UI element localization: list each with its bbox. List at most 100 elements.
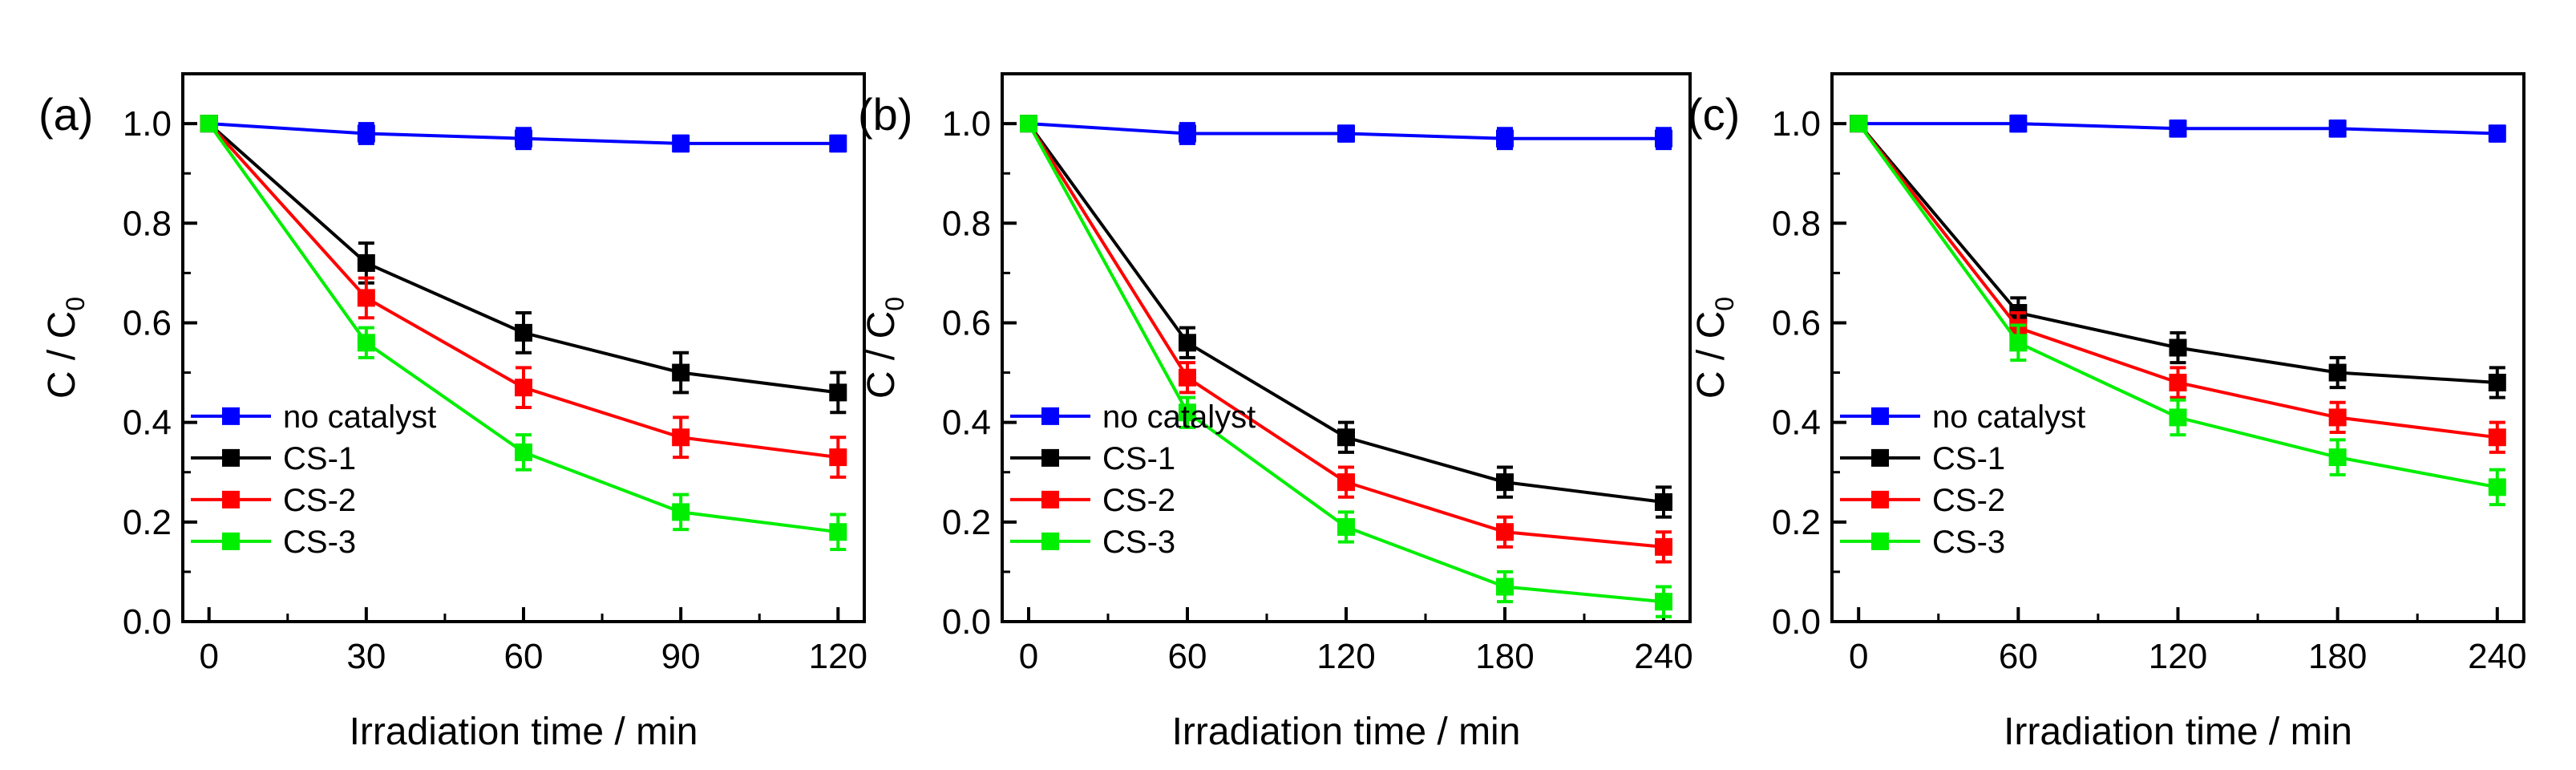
legend-entry: CS-1	[191, 441, 356, 476]
y-tick-label: 0.0	[1772, 602, 1821, 642]
legend-marker	[222, 490, 240, 509]
legend-entry: no catalyst	[1840, 399, 2085, 435]
x-tick-label: 0	[1019, 637, 1038, 676]
y-tick-label: 0.4	[942, 403, 991, 443]
legend-entry: CS-3	[1840, 525, 2005, 560]
series-cs-3	[1850, 115, 2506, 507]
x-axis-label: Irradiation time / min	[1172, 711, 1521, 753]
x-tick-label: 60	[1168, 637, 1207, 676]
legend-label: CS-3	[283, 525, 356, 560]
y-tick-label: 0.8	[942, 204, 991, 243]
x-axis-label: Irradiation time / min	[2004, 711, 2352, 753]
data-point	[1020, 115, 1037, 133]
legend-marker	[1041, 448, 1059, 467]
data-point	[672, 503, 690, 521]
data-point	[829, 383, 847, 402]
legend-marker	[222, 532, 240, 550]
x-tick-label: 0	[199, 637, 218, 676]
y-axis-label: C / C0	[41, 297, 90, 399]
y-tick-label: 1.0	[1772, 104, 1821, 144]
y-axis-label: C / C0	[1690, 297, 1739, 399]
legend-entry: CS-3	[191, 525, 356, 560]
legend-label: CS-1	[1102, 441, 1175, 476]
y-tick-label: 0.2	[1772, 503, 1821, 542]
data-point	[1179, 368, 1196, 387]
data-point	[357, 334, 375, 352]
y-axis-label-main: C / C	[1690, 311, 1733, 399]
data-point	[2169, 373, 2187, 391]
y-tick-label: 0.0	[123, 602, 172, 642]
legend-entry: no catalyst	[1010, 399, 1256, 435]
legend-marker	[1871, 448, 1889, 467]
data-point	[2328, 363, 2347, 382]
data-point	[2328, 448, 2347, 467]
data-point	[1655, 129, 1672, 148]
legend-label: no catalyst	[1932, 399, 2085, 435]
data-point	[1655, 492, 1672, 511]
legend-label: CS-3	[1932, 525, 2005, 560]
y-axis-label-subscript: 0	[61, 297, 90, 311]
data-point	[515, 443, 532, 461]
chart-panel-3: 0 60 120 180 240 0.0 0.2 0.4 0.6 0.8 1.0 Irradiatio…	[1688, 72, 2527, 753]
y-tick-label: 1.0	[942, 104, 991, 144]
chart-panel-1: 0 30 60 90 120 0.0 0.2 0.4 0.6 0.8 1.0 Irradiation …	[38, 72, 867, 753]
panel-label: (b)	[858, 89, 912, 140]
data-point	[672, 363, 690, 382]
x-tick-label: 240	[1634, 637, 1692, 676]
data-point	[2488, 428, 2506, 447]
legend-marker	[1871, 532, 1889, 550]
x-tick-label: 120	[809, 637, 867, 676]
x-tick-label: 60	[504, 637, 544, 676]
legend-entry: CS-2	[1010, 483, 1175, 518]
legend-label: CS-3	[1102, 525, 1175, 560]
x-tick-label: 240	[2468, 637, 2526, 676]
data-point	[357, 289, 375, 307]
data-point	[1655, 593, 1672, 611]
data-point	[672, 428, 690, 447]
legend-entry: CS-1	[1840, 441, 2005, 476]
data-point	[1337, 518, 1355, 537]
data-point	[1337, 124, 1355, 143]
y-axis-label-subscript: 0	[1710, 297, 1739, 311]
data-point	[200, 115, 218, 133]
legend-entry: CS-1	[1010, 441, 1175, 476]
x-tick-label: 180	[2308, 637, 2367, 676]
data-point	[2488, 373, 2506, 391]
data-point	[2169, 120, 2187, 138]
legend-entry: CS-2	[191, 483, 356, 518]
legend-label: CS-2	[1102, 483, 1175, 518]
data-point	[672, 134, 690, 152]
x-tick-label: 180	[1475, 637, 1534, 676]
series-no-catalyst	[200, 115, 847, 153]
y-tick-label: 0.2	[123, 503, 172, 542]
series-cs-1	[1850, 115, 2506, 399]
data-point	[829, 134, 847, 152]
y-tick-label: 0.4	[1772, 403, 1821, 443]
panel-label: (a)	[38, 89, 93, 140]
data-point	[2169, 338, 2187, 357]
y-tick-label: 0.2	[942, 503, 991, 542]
legend-marker	[222, 407, 240, 425]
data-point	[1496, 578, 1514, 596]
x-tick-label: 60	[1999, 637, 2038, 676]
y-axis-label: C / C0	[860, 297, 909, 399]
y-tick-label: 1.0	[123, 104, 172, 144]
data-point	[2009, 334, 2028, 352]
data-point	[1179, 334, 1196, 352]
y-tick-label: 0.6	[1772, 303, 1821, 342]
data-point	[1337, 428, 1355, 447]
legend-marker	[1041, 532, 1059, 550]
legend-entry: no catalyst	[191, 399, 436, 435]
x-tick-label: 120	[2149, 637, 2207, 676]
y-axis-label-main: C / C	[41, 311, 83, 399]
series-cs-3	[1020, 115, 1672, 618]
y-tick-label: 0.4	[123, 403, 172, 443]
data-point	[2488, 124, 2506, 143]
y-tick-label: 0.8	[123, 204, 172, 243]
panel-label: (c)	[1688, 89, 1740, 140]
chart-panel-2: 0 60 120 180 240 0.0 0.2 0.4 0.6 0.8 1.0 Irradiatio…	[858, 72, 1693, 753]
legend-marker	[1871, 407, 1889, 425]
legend-label: CS-1	[1932, 441, 2005, 476]
data-point	[515, 323, 532, 342]
legend-label: CS-1	[283, 441, 356, 476]
